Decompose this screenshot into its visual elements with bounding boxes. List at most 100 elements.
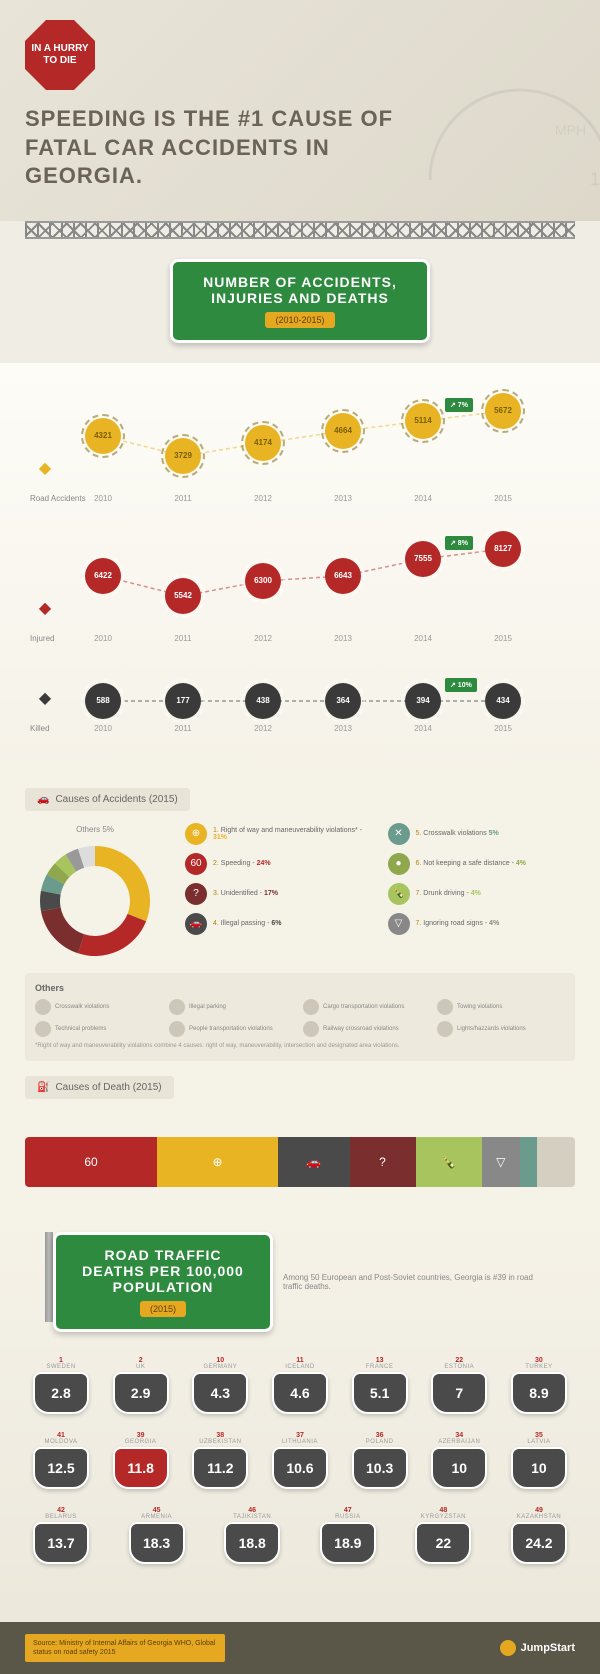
deaths-note: Among 50 European and Post-Soviet countr… xyxy=(283,1273,533,1291)
donut-chart: Others 5% xyxy=(25,823,165,963)
sign-post xyxy=(45,1232,53,1322)
data-point: 7555 xyxy=(405,541,441,577)
data-point: 5542 xyxy=(165,578,201,614)
sign2-sub: (2015) xyxy=(140,1301,186,1317)
cause-icon: ⊕ xyxy=(185,823,207,845)
data-point: 8127 xyxy=(485,531,521,567)
killed-series: ◆Killed588201017720114382012364201339420… xyxy=(30,663,570,733)
logo: JumpStart xyxy=(500,1640,575,1656)
road-sign-deaths: ROAD TRAFFIC DEATHS PER 100,000 POPULATI… xyxy=(53,1232,273,1332)
stop-sign-icon: IN A HURRY TO DIE xyxy=(25,20,95,90)
growth-badge: ↗ 7% xyxy=(445,398,473,412)
series-label: Road Accidents xyxy=(30,494,86,503)
country-shield: 38UZBEKISTAN11.2 xyxy=(189,1432,251,1489)
footnote: *Right of way and maneuverability violat… xyxy=(35,1043,565,1051)
country-shield: 10GERMANY4.3 xyxy=(189,1357,251,1414)
year-label: 2011 xyxy=(174,494,191,503)
country-shield: 49KAZAKHSTAN24.2 xyxy=(508,1507,570,1564)
year-label: 2015 xyxy=(494,634,512,643)
country-shield: 39GEORGIA11.8 xyxy=(110,1432,172,1489)
data-point: 4664 xyxy=(325,413,361,449)
country-shield: 45ARMENIA18.3 xyxy=(126,1507,188,1564)
cause-item: ⊕1. Right of way and maneuverability vio… xyxy=(185,823,373,845)
other-item: Railway crossroad violations xyxy=(303,1021,431,1037)
death-segment: 24%60 xyxy=(25,1137,157,1187)
country-shield: 22ESTONIA7 xyxy=(428,1357,490,1414)
year-label: 2010 xyxy=(94,724,112,733)
other-icon xyxy=(35,1021,51,1037)
cause-item: 🚗4. Illegal passing - 6% xyxy=(185,913,373,935)
shield-row: 41MOLDOVA12.5 39GEORGIA11.8 38UZBEKISTAN11… xyxy=(25,1432,575,1489)
year-label: 2011 xyxy=(174,634,191,643)
death-segment: 7% xyxy=(537,1137,576,1187)
cause-icon: ✕ xyxy=(388,823,410,845)
killed-icon: ◆ xyxy=(30,683,60,713)
series-label: Killed xyxy=(30,724,50,733)
data-point: 4321 xyxy=(85,418,121,454)
causes-section: 🚗 Causes of Accidents (2015) Others 5% ⊕… xyxy=(0,773,600,1212)
accidents-icon: ◆ xyxy=(30,453,60,483)
country-shield: 35LATVIA10 xyxy=(508,1432,570,1489)
cause-item: 🍾7. Drunk driving - 4% xyxy=(388,883,576,905)
country-shield: 37LITHUANIA10.6 xyxy=(269,1432,331,1489)
cause-item: ✕5. Crosswalk violations 5% xyxy=(388,823,576,845)
year-label: 2015 xyxy=(494,494,512,503)
cause-icon: 🚗 xyxy=(185,913,207,935)
country-shield: 1SWEDEN2.8 xyxy=(30,1357,92,1414)
svg-text:MPH: MPH xyxy=(555,122,586,138)
trends-section: ◆Road Accidents4321201037292011417420124… xyxy=(0,363,600,773)
others-title: Others xyxy=(35,983,565,993)
cause-item: ●6. Not keeping a safe distance - 4% xyxy=(388,853,576,875)
other-icon xyxy=(35,999,51,1015)
others-label: Others 5% xyxy=(76,825,114,834)
cause-icon: ? xyxy=(185,883,207,905)
other-icon xyxy=(303,1021,319,1037)
cause-icon: ● xyxy=(388,853,410,875)
headline: SPEEDING IS THE #1 CAUSE OF FATAL CAR AC… xyxy=(25,105,405,191)
death-segment: 3% xyxy=(520,1137,537,1187)
other-item: People transportation violations xyxy=(169,1021,297,1037)
country-shield: 41MOLDOVA12.5 xyxy=(30,1432,92,1489)
death-bar-chart: 24%6022%⊕13%🚗12%?12%🍾7%▽3%7% xyxy=(25,1137,575,1187)
cause-item: ▽7. Ignoring road signs - 4% xyxy=(388,913,576,935)
country-shield: 34AZERBAIJAN10 xyxy=(428,1432,490,1489)
source-text: Source: Ministry of Internal Affairs of … xyxy=(25,1634,225,1662)
other-icon xyxy=(303,999,319,1015)
shield-row: 42BELARUS13.745ARMENIA18.346TAJIKISTAN18… xyxy=(25,1507,575,1564)
death-segment: 7%▽ xyxy=(482,1137,521,1187)
country-shield: 30TURKEY8.9 xyxy=(508,1357,570,1414)
data-point: 5672 xyxy=(485,393,521,429)
data-point: 3729 xyxy=(165,438,201,474)
year-label: 2014 xyxy=(414,634,432,643)
year-label: 2015 xyxy=(494,724,512,733)
truss-decoration xyxy=(25,221,575,239)
others-box: Others Crosswalk violations Illegal parki… xyxy=(25,973,575,1061)
death-causes-title: ⛽ Causes of Death (2015) xyxy=(25,1076,174,1099)
country-shield: 48KYRGYZSTAN22 xyxy=(412,1507,474,1564)
other-item: Illegal parking xyxy=(169,999,297,1015)
country-shield: 36POLAND10.3 xyxy=(349,1432,411,1489)
data-point: 438 xyxy=(245,683,281,719)
gas-icon: ⛽ xyxy=(37,1082,49,1093)
sign2-title: ROAD TRAFFIC DEATHS PER 100,000 POPULATI… xyxy=(76,1247,250,1295)
other-item: Crosswalk violations xyxy=(35,999,163,1015)
other-item: Cargo transportation violations xyxy=(303,999,431,1015)
data-point: 364 xyxy=(325,683,361,719)
cause-icon: 🍾 xyxy=(388,883,410,905)
year-label: 2013 xyxy=(334,494,352,503)
shield-row: 1SWEDEN2.82UK2.910GERMANY4.311ICELAND4.6… xyxy=(25,1357,575,1414)
header: IN A HURRY TO DIE SPEEDING IS THE #1 CAU… xyxy=(0,0,600,221)
car-icon: 🚗 xyxy=(37,794,49,805)
footer: Source: Ministry of Internal Affairs of … xyxy=(0,1622,600,1674)
cause-item: 602. Speeding - 24% xyxy=(185,853,373,875)
death-segment: 13%🚗 xyxy=(278,1137,350,1187)
series-label: Injured xyxy=(30,634,54,643)
year-label: 2010 xyxy=(94,494,112,503)
country-shield: 47RUSSIA18.9 xyxy=(317,1507,379,1564)
year-label: 2012 xyxy=(254,494,272,503)
causes-title: 🚗 Causes of Accidents (2015) xyxy=(25,788,190,811)
year-label: 2012 xyxy=(254,634,272,643)
cause-icon: 60 xyxy=(185,853,207,875)
year-label: 2011 xyxy=(174,724,191,733)
year-label: 2010 xyxy=(94,634,112,643)
